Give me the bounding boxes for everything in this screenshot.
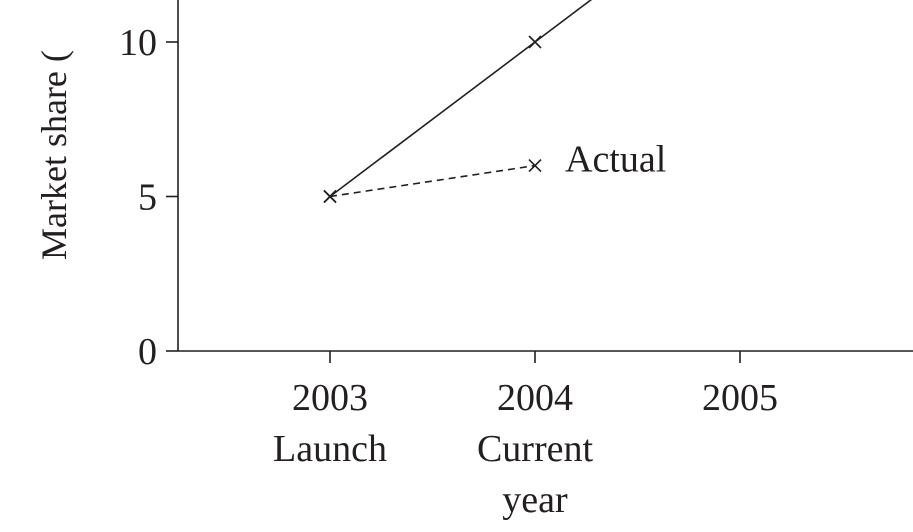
data-point-marker (323, 189, 337, 204)
y-axis-label: Market share ( (34, 50, 74, 260)
data-point-marker (528, 35, 542, 49)
y-tick-label: 5 (138, 177, 157, 219)
x-tick-label: 2003 (292, 377, 368, 419)
x-category-label: Current (477, 428, 594, 470)
y-tick-label: 10 (119, 22, 157, 64)
x-category-label: Launch (273, 428, 387, 470)
actual-series-line (329, 164, 536, 198)
x-category-label: year (502, 479, 568, 521)
data-point-marker (528, 159, 542, 173)
x-tick-label: 2005 (702, 377, 778, 419)
target-series-line (329, 0, 593, 198)
series-label: Actual (565, 139, 666, 181)
y-tick-label: 0 (138, 331, 157, 373)
x-tick-label: 2004 (497, 377, 573, 419)
